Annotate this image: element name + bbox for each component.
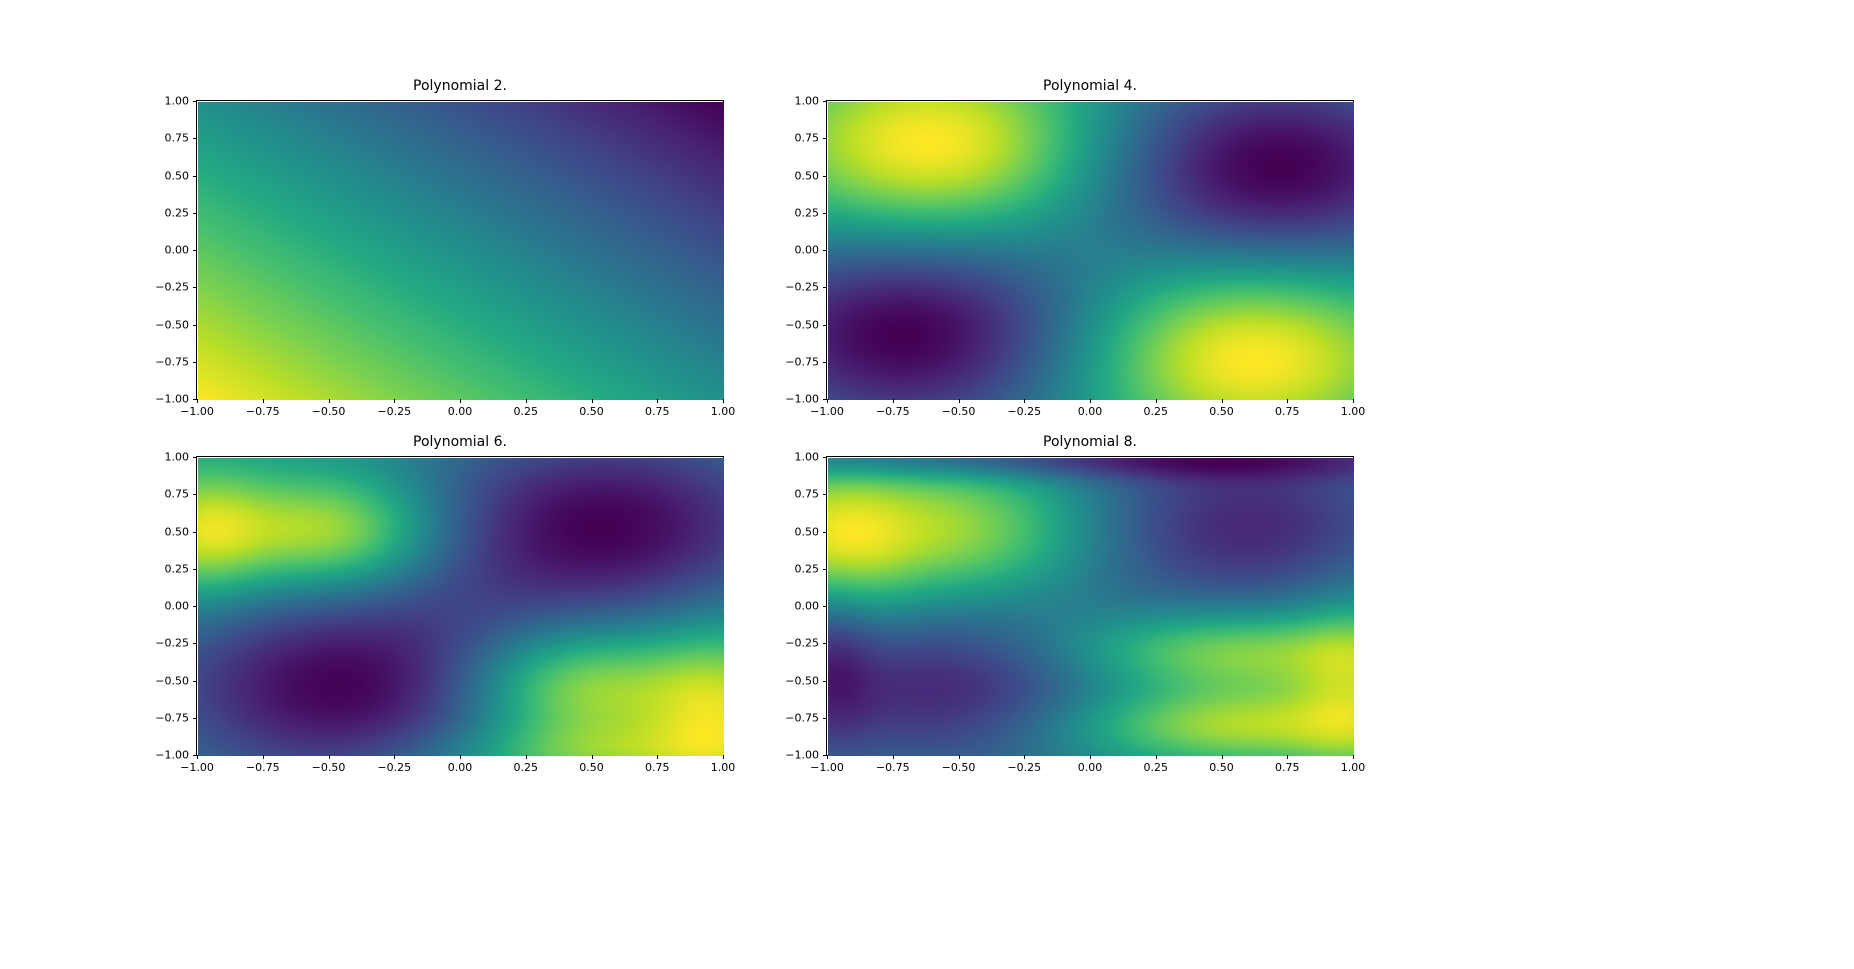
xtick-label: 0.50	[1209, 755, 1234, 774]
ytick-label: −0.75	[785, 711, 827, 724]
xtick-label: −0.75	[246, 399, 280, 418]
subplot-title: Polynomial 2.	[196, 78, 724, 94]
xtick-label: 0.25	[514, 399, 539, 418]
xtick-label: −0.50	[942, 399, 976, 418]
heatmap-canvas	[198, 458, 724, 756]
heatmap-canvas	[828, 102, 1354, 400]
xtick-label: −0.50	[942, 755, 976, 774]
ytick-label: 0.75	[795, 488, 828, 501]
ytick-label: −0.25	[785, 281, 827, 294]
xtick-label: −1.00	[810, 755, 844, 774]
ytick-label: 0.50	[795, 525, 828, 538]
xtick-label: 0.00	[448, 755, 473, 774]
ytick-label: −0.50	[155, 318, 197, 331]
xtick-label: −0.75	[876, 755, 910, 774]
ytick-label: −0.50	[785, 674, 827, 687]
xtick-label: 1.00	[1341, 399, 1366, 418]
xtick-label: −0.25	[377, 399, 411, 418]
xtick-label: 0.25	[1144, 755, 1169, 774]
ytick-label: 0.50	[795, 169, 828, 182]
xtick-label: 0.50	[1209, 399, 1234, 418]
xtick-label: 0.75	[645, 399, 670, 418]
axes-box: −1.00−0.75−0.50−0.250.000.250.500.751.00…	[196, 100, 724, 400]
xtick-label: 1.00	[1341, 755, 1366, 774]
ytick-label: −0.75	[155, 711, 197, 724]
ytick-label: −0.25	[155, 637, 197, 650]
xtick-label: −1.00	[180, 399, 214, 418]
subplot-2: Polynomial 6.−1.00−0.75−0.50−0.250.000.2…	[196, 456, 724, 756]
ytick-label: 1.00	[795, 451, 828, 464]
xtick-label: −0.50	[312, 755, 346, 774]
ytick-label: −0.25	[785, 637, 827, 650]
subplot-1: Polynomial 4.−1.00−0.75−0.50−0.250.000.2…	[826, 100, 1354, 400]
xtick-label: 0.25	[1144, 399, 1169, 418]
ytick-label: −0.75	[785, 355, 827, 368]
subplot-3: Polynomial 8.−1.00−0.75−0.50−0.250.000.2…	[826, 456, 1354, 756]
ytick-label: 0.75	[165, 488, 198, 501]
ytick-label: 0.25	[795, 206, 828, 219]
ytick-label: 0.50	[165, 525, 198, 538]
figure: Polynomial 2.−1.00−0.75−0.50−0.250.000.2…	[0, 0, 1854, 969]
heatmap-canvas	[828, 458, 1354, 756]
ytick-label: −0.75	[155, 355, 197, 368]
xtick-label: 1.00	[711, 755, 736, 774]
subplot-title: Polynomial 6.	[196, 434, 724, 450]
ytick-label: 0.75	[165, 132, 198, 145]
ytick-label: 1.00	[165, 451, 198, 464]
xtick-label: 0.25	[514, 755, 539, 774]
ytick-label: 0.00	[165, 600, 198, 613]
xtick-label: −1.00	[810, 399, 844, 418]
axes-box: −1.00−0.75−0.50−0.250.000.250.500.751.00…	[196, 456, 724, 756]
ytick-label: 0.00	[795, 600, 828, 613]
xtick-label: −0.25	[1007, 399, 1041, 418]
ytick-label: 0.25	[795, 562, 828, 575]
xtick-label: 0.00	[448, 399, 473, 418]
ytick-label: −0.25	[155, 281, 197, 294]
ytick-label: −0.50	[785, 318, 827, 331]
xtick-label: −0.25	[1007, 755, 1041, 774]
heatmap-canvas	[198, 102, 724, 400]
xtick-label: −1.00	[180, 755, 214, 774]
xtick-label: 0.50	[579, 399, 604, 418]
xtick-label: 0.75	[1275, 399, 1300, 418]
ytick-label: 0.25	[165, 562, 198, 575]
ytick-label: 0.75	[795, 132, 828, 145]
ytick-label: 1.00	[795, 95, 828, 108]
xtick-label: 0.00	[1078, 399, 1103, 418]
subplot-title: Polynomial 8.	[826, 434, 1354, 450]
ytick-label: 0.00	[795, 244, 828, 257]
ytick-label: −0.50	[155, 674, 197, 687]
xtick-label: −0.75	[876, 399, 910, 418]
ytick-label: 0.25	[165, 206, 198, 219]
xtick-label: 0.75	[645, 755, 670, 774]
ytick-label: 0.00	[165, 244, 198, 257]
axes-box: −1.00−0.75−0.50−0.250.000.250.500.751.00…	[826, 456, 1354, 756]
axes-box: −1.00−0.75−0.50−0.250.000.250.500.751.00…	[826, 100, 1354, 400]
xtick-label: 0.00	[1078, 755, 1103, 774]
ytick-label: 1.00	[165, 95, 198, 108]
xtick-label: −0.25	[377, 755, 411, 774]
xtick-label: 0.50	[579, 755, 604, 774]
subplot-title: Polynomial 4.	[826, 78, 1354, 94]
ytick-label: 0.50	[165, 169, 198, 182]
xtick-label: −0.75	[246, 755, 280, 774]
xtick-label: −0.50	[312, 399, 346, 418]
subplot-0: Polynomial 2.−1.00−0.75−0.50−0.250.000.2…	[196, 100, 724, 400]
xtick-label: 0.75	[1275, 755, 1300, 774]
xtick-label: 1.00	[711, 399, 736, 418]
